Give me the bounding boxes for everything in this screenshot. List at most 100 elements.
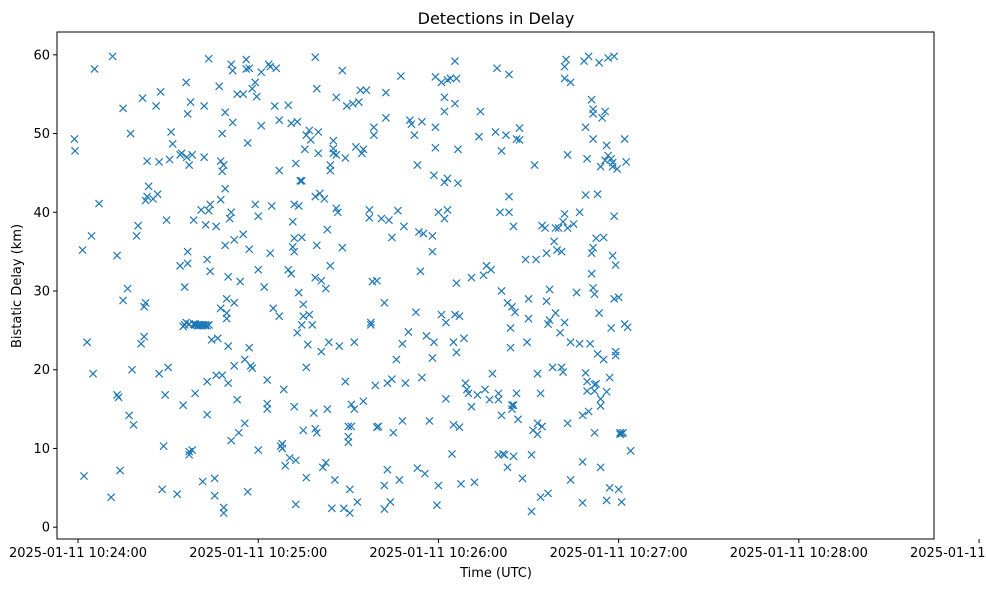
data-point-marker	[159, 442, 168, 451]
data-point-marker	[212, 222, 221, 231]
data-point-marker	[254, 446, 263, 455]
data-point-marker	[581, 190, 590, 199]
data-point-marker	[276, 442, 285, 451]
data-point-marker	[485, 395, 494, 404]
data-point-marker	[162, 216, 171, 225]
data-point-marker	[450, 310, 459, 319]
data-point-marker	[347, 400, 356, 409]
data-point-marker	[557, 363, 566, 372]
data-point-marker	[592, 234, 601, 243]
data-point-marker	[252, 92, 261, 101]
data-point-marker	[608, 162, 617, 171]
data-point-marker	[284, 265, 293, 274]
data-point-marker	[339, 504, 348, 513]
data-point-marker	[185, 450, 194, 459]
data-point-marker	[287, 269, 296, 278]
data-point-marker	[204, 320, 213, 329]
data-point-marker	[560, 209, 569, 218]
data-point-marker	[389, 428, 398, 437]
data-point-marker	[143, 192, 152, 201]
data-point-marker	[512, 135, 521, 144]
data-point-marker	[314, 127, 323, 137]
data-point-marker	[578, 457, 587, 466]
data-point-marker	[216, 195, 225, 204]
data-point-marker	[317, 347, 326, 356]
data-point-marker	[311, 192, 320, 201]
data-point-marker	[473, 390, 482, 399]
y-axis-ticks: 0 10 20 30 40 50 60	[33, 48, 57, 536]
data-point-marker	[291, 159, 300, 168]
data-point-marker	[593, 190, 602, 199]
data-point-marker	[491, 127, 500, 137]
y-tick-label: 0	[42, 521, 50, 536]
data-point-marker	[264, 60, 273, 69]
data-point-marker	[417, 373, 426, 382]
data-point-marker	[323, 225, 332, 234]
data-point-marker	[450, 57, 459, 66]
data-point-marker	[542, 297, 551, 306]
data-point-marker	[87, 231, 96, 240]
data-point-marker	[267, 201, 276, 211]
data-point-marker	[129, 420, 138, 429]
data-point-marker	[227, 208, 236, 217]
data-point-marker	[299, 312, 308, 321]
data-point-marker	[206, 200, 215, 209]
data-point-marker	[590, 290, 599, 299]
data-point-marker	[453, 145, 462, 154]
data-point-marker	[227, 436, 236, 445]
data-point-marker	[113, 390, 122, 399]
data-point-marker	[152, 101, 161, 111]
data-point-marker	[293, 117, 302, 126]
data-point-marker	[476, 107, 485, 116]
data-point-marker	[527, 450, 536, 459]
data-point-marker	[351, 142, 360, 151]
data-point-marker	[212, 371, 221, 380]
data-point-marker	[158, 485, 167, 494]
data-point-marker	[532, 255, 541, 264]
data-point-marker	[470, 478, 479, 487]
data-point-marker	[524, 294, 533, 303]
data-point-marker	[560, 74, 569, 83]
data-point-marker	[296, 176, 305, 185]
data-point-marker	[188, 150, 197, 159]
data-point-marker	[201, 220, 210, 229]
data-point-marker	[589, 283, 598, 292]
data-point-marker	[369, 131, 378, 140]
data-point-marker	[384, 216, 393, 225]
data-point-marker	[554, 224, 563, 233]
data-point-marker	[437, 78, 446, 87]
data-point-marker	[329, 136, 338, 145]
data-point-marker	[474, 132, 484, 141]
y-tick-label: 50	[33, 127, 50, 142]
data-point-marker	[446, 74, 455, 83]
data-point-marker	[243, 487, 252, 496]
data-point-marker	[263, 405, 272, 414]
data-point-marker	[332, 150, 341, 159]
data-point-marker	[123, 284, 132, 293]
data-point-marker	[291, 500, 300, 509]
data-point-marker	[198, 477, 207, 486]
data-point-marker	[429, 171, 438, 180]
data-point-marker	[224, 379, 233, 388]
data-point-marker	[180, 283, 189, 292]
data-point-marker	[291, 456, 300, 465]
x-tick-label: 2025-01-11 10:27:00	[550, 546, 688, 561]
data-point-marker	[544, 489, 553, 498]
data-point-marker	[270, 101, 279, 111]
data-point-marker	[221, 184, 230, 193]
data-point-marker	[366, 320, 375, 329]
data-point-marker	[83, 338, 92, 347]
data-point-marker	[347, 422, 356, 431]
data-point-marker	[556, 328, 565, 337]
data-point-marker	[387, 233, 396, 242]
data-point-marker	[507, 302, 517, 311]
data-point-marker	[300, 145, 309, 154]
y-tick-label: 20	[33, 363, 50, 378]
x-tick-label: 2025-01-11 10:26:00	[369, 546, 507, 561]
data-point-marker	[341, 153, 350, 162]
data-point-marker	[251, 200, 260, 209]
data-point-marker	[575, 339, 584, 348]
data-point-marker	[243, 138, 252, 148]
data-point-marker	[275, 116, 284, 125]
data-point-marker	[434, 208, 443, 217]
